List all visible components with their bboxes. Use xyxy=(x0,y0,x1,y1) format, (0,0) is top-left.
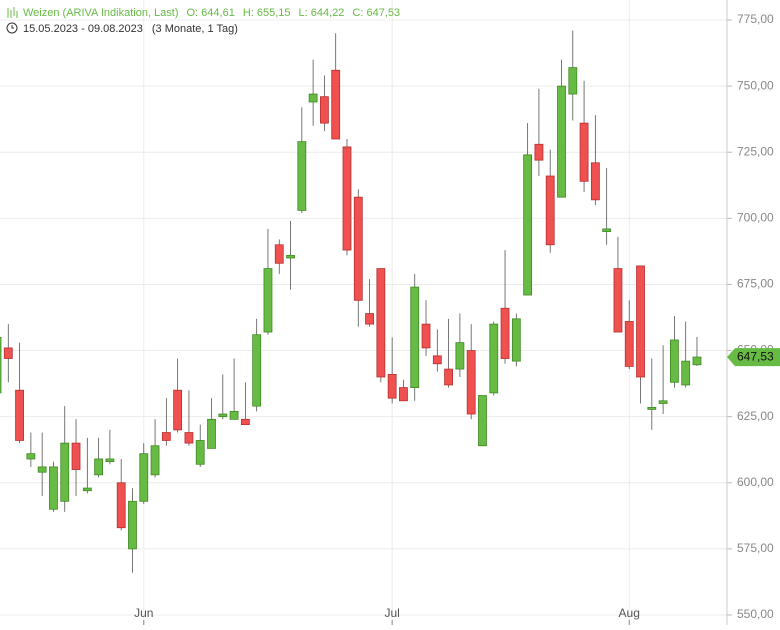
x-tick-label: Jun xyxy=(134,606,153,620)
candle-body xyxy=(342,146,352,251)
candle-body xyxy=(511,318,521,362)
period: (3 Monate, 1 Tag) xyxy=(152,23,238,35)
date-range: 15.05.2023 - 09.08.2023 xyxy=(23,23,143,35)
candle-body xyxy=(308,93,318,103)
y-tick-label: 675,00 xyxy=(737,277,774,291)
candle-body xyxy=(3,347,13,359)
candle-body xyxy=(681,360,691,386)
y-tick-label: 750,00 xyxy=(737,78,774,92)
candle-body xyxy=(94,458,104,476)
candle-body xyxy=(692,356,702,366)
ohlc-value: O: 644,61 xyxy=(187,7,235,19)
candle-body xyxy=(161,432,171,441)
candle-body xyxy=(26,453,36,460)
candle-body xyxy=(60,442,70,502)
candle-body xyxy=(320,96,329,124)
candle-body xyxy=(173,389,183,431)
candle-body xyxy=(0,336,2,394)
candle-body xyxy=(105,458,115,463)
candle-body xyxy=(636,265,645,378)
y-tick-label: 700,00 xyxy=(737,211,774,225)
candle-body xyxy=(286,254,295,259)
candle-body xyxy=(218,413,228,418)
y-tick-label: 775,00 xyxy=(737,12,774,26)
candle-body xyxy=(444,368,454,386)
candle-body xyxy=(229,410,239,420)
candle-body xyxy=(545,175,555,246)
candle-body xyxy=(139,453,149,502)
candles xyxy=(0,30,702,573)
candle-body xyxy=(670,339,679,383)
chart-icon xyxy=(7,7,18,18)
candle-body xyxy=(432,355,442,365)
ohlc-value: H: 655,15 xyxy=(243,7,291,19)
candle-body xyxy=(658,400,668,404)
axis: 550,00575,00600,00625,00650,00675,00700,… xyxy=(134,12,780,625)
last-price-label: 647,53 xyxy=(737,349,774,363)
candle-body xyxy=(274,244,284,264)
candle-body xyxy=(590,162,600,201)
candle-body xyxy=(376,268,386,378)
y-tick-label: 575,00 xyxy=(737,541,774,555)
candle-body xyxy=(421,323,431,349)
candle-body xyxy=(353,196,363,301)
x-tick-label: Jul xyxy=(384,606,399,620)
candle-body xyxy=(534,143,544,161)
candle-body xyxy=(49,466,58,510)
y-tick-label: 600,00 xyxy=(737,475,774,489)
candle-body xyxy=(331,69,341,140)
candle-body xyxy=(399,387,408,402)
candle-body xyxy=(195,440,205,465)
chart-title: Weizen (ARIVA Indikation, Last) xyxy=(23,7,179,19)
x-tick-label: Aug xyxy=(619,606,640,620)
candle-body xyxy=(252,334,262,407)
candle-body xyxy=(150,445,160,476)
y-tick-label: 550,00 xyxy=(737,607,774,621)
candle-body xyxy=(478,395,487,447)
candle-body xyxy=(387,373,397,399)
last-price-marker xyxy=(727,348,780,367)
candle-body xyxy=(82,487,92,492)
candle-body xyxy=(410,286,420,388)
candle-body xyxy=(466,350,476,415)
header: Weizen (ARIVA Indikation, Last) O: 644,6… xyxy=(6,7,400,35)
y-tick-label: 725,00 xyxy=(737,144,774,158)
candle-body xyxy=(15,389,24,441)
y-tick-label: 625,00 xyxy=(737,409,774,423)
candle-body xyxy=(184,432,194,444)
clock-hand xyxy=(11,25,14,29)
candle-body xyxy=(613,268,623,333)
candle-body xyxy=(37,466,47,473)
candle-body xyxy=(568,67,578,95)
candle-body xyxy=(240,418,250,425)
clock-icon xyxy=(6,22,18,34)
candle-body xyxy=(624,321,634,367)
candle-body xyxy=(128,500,137,550)
candle-body xyxy=(263,268,273,333)
candle-body xyxy=(500,307,510,359)
candle-body xyxy=(455,342,465,370)
candle-body xyxy=(71,442,81,470)
candle-body xyxy=(523,154,533,296)
candle-body xyxy=(489,323,499,394)
candle-body xyxy=(602,228,612,232)
ohlc-value: C: 647,53 xyxy=(352,7,400,19)
candle-body xyxy=(297,141,307,211)
candle-body xyxy=(557,85,566,198)
candle-body xyxy=(116,482,126,529)
ohlc-value: L: 644,22 xyxy=(299,7,345,19)
candle-body xyxy=(207,418,216,449)
candle-body xyxy=(579,122,589,182)
candle-body xyxy=(365,313,374,325)
candle-body xyxy=(647,407,657,410)
